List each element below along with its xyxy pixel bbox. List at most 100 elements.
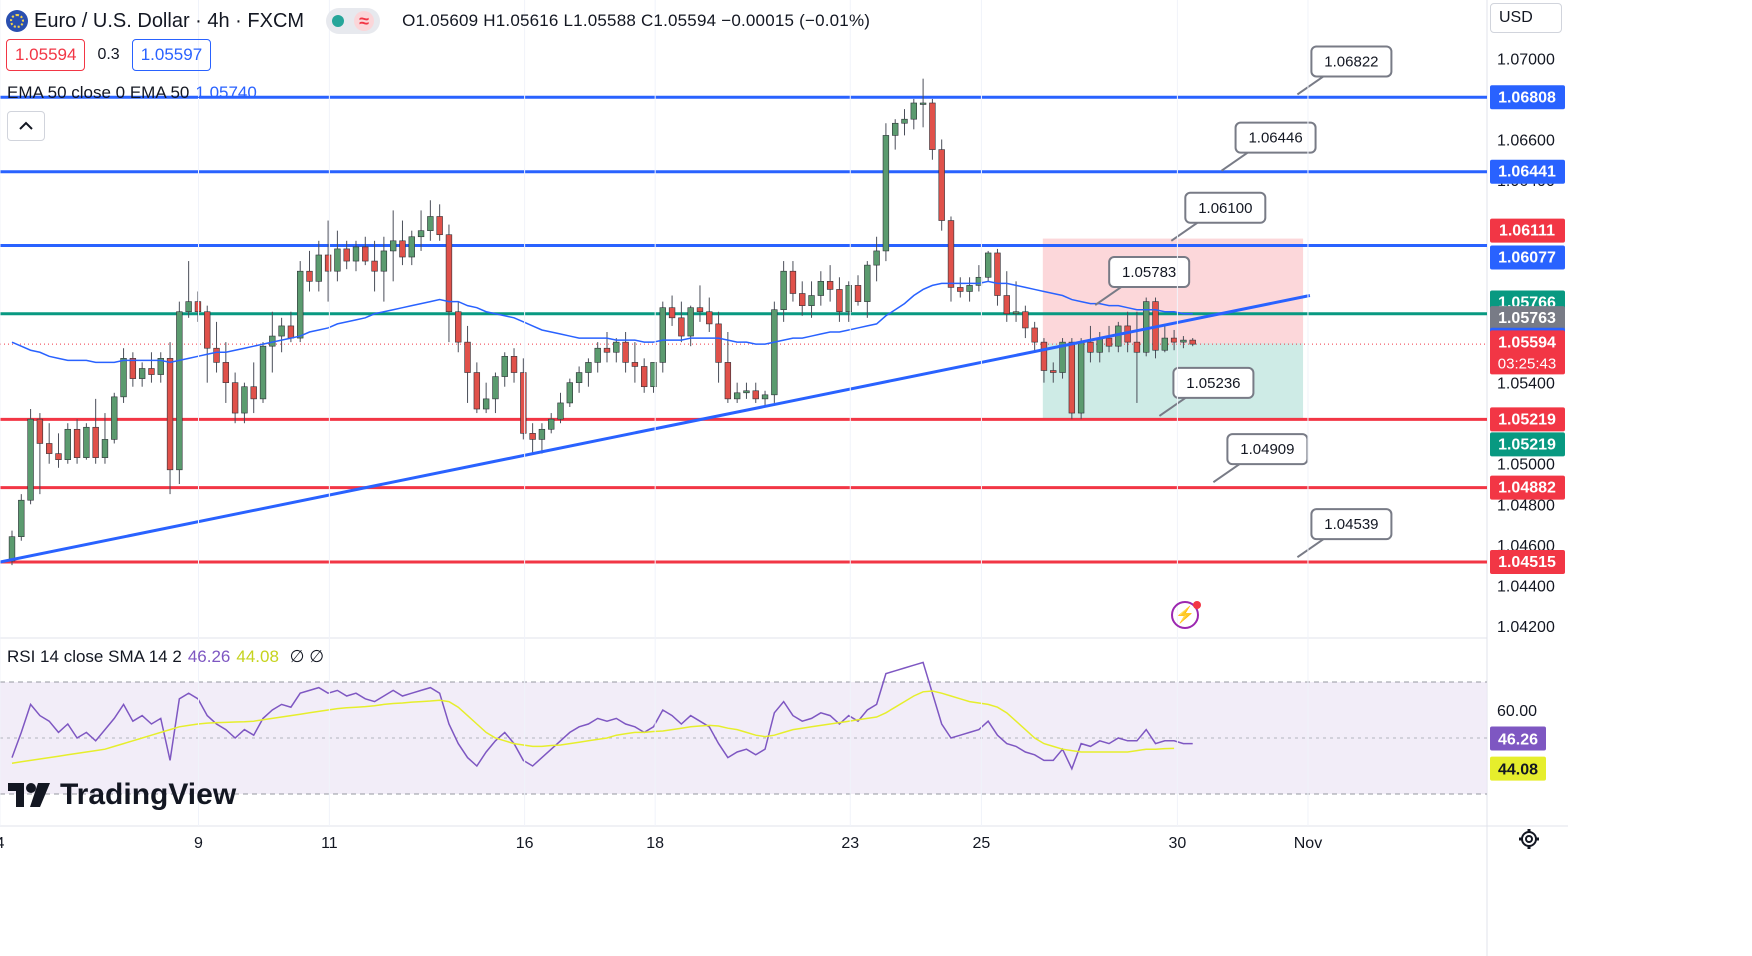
candle-down (129, 358, 137, 379)
candle-down (631, 362, 639, 367)
price-axis-badge-label: 1.05594 (1498, 334, 1556, 351)
gear-icon[interactable] (1518, 828, 1540, 850)
candle-up (761, 394, 769, 400)
candle-down (641, 366, 648, 388)
callout-pointer (1296, 538, 1324, 558)
candle-up (8, 536, 16, 562)
candle-up (873, 250, 880, 266)
price-axis-badge: 1.05219 (1490, 432, 1565, 457)
candle-up (780, 270, 787, 311)
callout-pointer (1170, 221, 1198, 242)
logo-text: TradingView (60, 778, 237, 811)
price-axis-badge: 1.06111 (1490, 218, 1565, 243)
price-axis-badge: 1.04882 (1490, 475, 1565, 500)
price-axis-badge-bg (1490, 218, 1565, 243)
candle-up (417, 230, 425, 238)
candle-down (92, 426, 99, 458)
rsi-legend[interactable]: RSI 14 close SMA 14 2 46.26 44.08 ∅ ∅ (7, 647, 324, 667)
time-tick-label: 4 (0, 835, 5, 852)
price-axis-badge-label: 1.06441 (1498, 164, 1556, 181)
lightning-icon[interactable]: ⚡ (1171, 601, 1201, 629)
candle-down (854, 285, 862, 302)
callout-pointer (1158, 397, 1186, 417)
callout-box (1226, 433, 1309, 466)
candle-down (1003, 295, 1010, 315)
candle-down (445, 234, 453, 313)
ema-legend[interactable]: EMA 50 close 0 EMA 50 1.05740 (7, 83, 257, 103)
buy-price-button[interactable]: 1.05597 (131, 39, 212, 71)
candle-up (278, 325, 285, 337)
price-axis-badge-bg (1490, 407, 1565, 432)
market-status-pill[interactable]: ≈ (326, 8, 381, 34)
countdown-label: 03:25:43 (1498, 355, 1556, 372)
currency-label: USD (1499, 9, 1533, 26)
candle-up (845, 285, 852, 313)
ema50-line (11, 280, 1193, 364)
price-axis-badge-label: 1.06808 (1498, 89, 1556, 106)
candle-up (482, 398, 490, 410)
candle-down (1133, 341, 1141, 353)
price-axis-badge: 1.05763 (1490, 306, 1565, 331)
chevron-up-icon (19, 121, 33, 130)
price-axis-badge-label: 1.04515 (1498, 554, 1556, 571)
price-callout: 1.06446 (1221, 121, 1317, 172)
callout-pointer (1296, 75, 1324, 96)
candle-up (352, 246, 360, 262)
candle-up (185, 301, 192, 313)
candle-down (510, 356, 518, 373)
wave-icon: ≈ (354, 11, 375, 31)
candle-down (148, 368, 155, 375)
candle-up (864, 264, 871, 302)
candle-up (408, 236, 415, 258)
candle-up (771, 309, 778, 396)
callout-label: 1.04909 (1240, 441, 1294, 458)
candle-up (1161, 337, 1168, 351)
candle-up (120, 358, 127, 398)
rsi-axis-badge-label: 44.08 (1498, 762, 1538, 779)
symbol-title[interactable]: Euro / U.S. Dollar · 4h · FXCM (34, 9, 305, 32)
price-axis-badge: 1.06441 (1490, 159, 1565, 184)
candle-up (297, 270, 304, 339)
candle-down (826, 281, 834, 290)
candle-up (984, 252, 992, 278)
callout-label: 1.05783 (1122, 264, 1176, 281)
candle-up (808, 295, 815, 306)
price-axis-badge-bg (1490, 475, 1565, 500)
candle-down (473, 372, 481, 410)
price-axis-badge: 1.04515 (1490, 550, 1565, 575)
callout-box (1310, 45, 1393, 78)
price-tick-label: 1.07000 (1497, 51, 1555, 68)
collapse-legend-button[interactable] (7, 111, 45, 141)
candle-up (259, 345, 267, 400)
price-axis-badge-bg (1490, 159, 1565, 184)
price-axis-badge-label: 1.06077 (1498, 249, 1556, 266)
candle-up (817, 281, 825, 296)
candle-down (343, 248, 350, 262)
candle-down (287, 325, 295, 339)
candle-up (901, 118, 908, 124)
candle-down (436, 216, 443, 236)
price-tick-label: 1.04800 (1497, 497, 1555, 514)
candle-up (138, 368, 146, 379)
rsi-legend-extra: ∅ ∅ (289, 647, 324, 666)
rsi-sma-legend-value: 44.08 (236, 647, 279, 666)
candle-up (733, 392, 741, 400)
candle-up (910, 102, 917, 120)
candle-up (1077, 341, 1085, 414)
ema-legend-label: EMA 50 close 0 EMA 50 (7, 83, 190, 102)
price-callout: 1.05783 (1094, 256, 1191, 306)
price-axis-badge-label: 1.06111 (1499, 223, 1555, 240)
bid-ask-panel: 1.05594 0.3 1.05597 (6, 39, 212, 71)
candle-up (594, 347, 601, 363)
ohlc-values: O1.05609 H1.05616 L1.05588 C1.05594 −0.0… (402, 11, 871, 30)
callout-label: 1.06822 (1324, 53, 1378, 70)
eu-flag-icon (6, 10, 28, 32)
sell-price-button[interactable]: 1.05594 (6, 39, 86, 71)
currency-selector[interactable]: USD (1490, 3, 1562, 33)
market-open-dot-icon (332, 15, 345, 27)
tradingview-logo[interactable]: TradingView (8, 778, 236, 812)
candle-down (362, 246, 369, 262)
price-axis-badge-bg (1490, 432, 1565, 457)
